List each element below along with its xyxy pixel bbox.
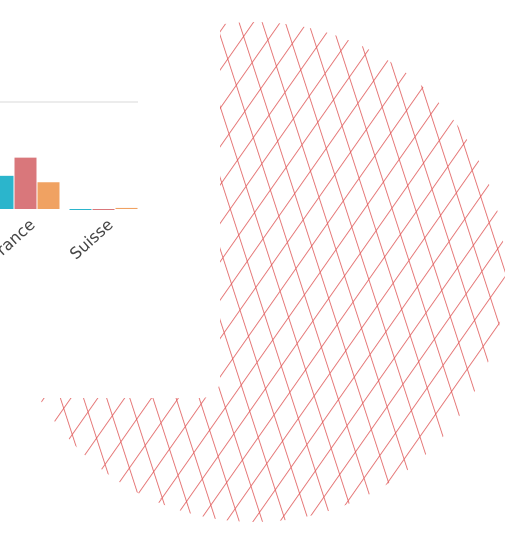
bar-panel	[0, 0, 220, 398]
bar	[37, 182, 60, 209]
bar	[14, 157, 37, 209]
bar	[0, 175, 14, 209]
bar	[115, 207, 138, 209]
bar	[92, 209, 115, 210]
bar	[69, 209, 92, 210]
